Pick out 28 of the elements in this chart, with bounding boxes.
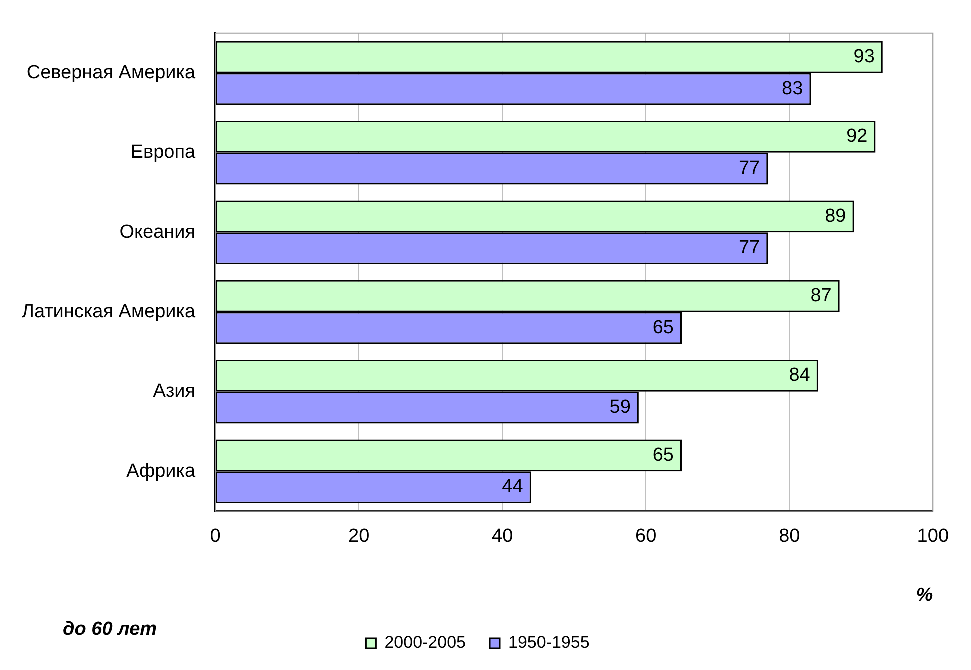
data-label: 89 — [825, 206, 846, 227]
y-tick-label: Азия — [153, 381, 196, 402]
x-tick-label: 20 — [348, 526, 370, 548]
data-label: 65 — [652, 317, 674, 338]
data-label: 83 — [782, 78, 804, 100]
x-tick-label: 100 — [917, 526, 949, 548]
data-label: 65 — [652, 444, 674, 466]
x-tick-label: 40 — [492, 526, 514, 548]
x-tick-label: 0 — [210, 526, 221, 548]
data-label: 93 — [854, 46, 875, 68]
legend-label: 1950-1955 — [508, 633, 590, 652]
data-label: 77 — [738, 238, 760, 259]
y-tick-label: Африка — [126, 460, 196, 482]
y-tick-label: Европа — [130, 142, 196, 164]
x-tick-label: 60 — [636, 526, 657, 548]
y-tick-label: Океания — [120, 222, 196, 243]
data-label: 77 — [738, 158, 760, 180]
y-tick-label: Северная Америка — [26, 62, 196, 84]
data-label: 59 — [610, 397, 631, 418]
y-tick-label: Латинская Америка — [22, 301, 196, 322]
data-label: 87 — [810, 286, 832, 307]
x-tick-label: 80 — [779, 526, 800, 548]
text: до 60 лет — [63, 619, 158, 640]
legend-label: 2000-2005 — [384, 633, 466, 652]
data-label: 84 — [789, 365, 811, 386]
data-label: 92 — [846, 126, 868, 148]
x-axis-title: % — [916, 584, 934, 606]
data-label: 44 — [502, 476, 524, 498]
